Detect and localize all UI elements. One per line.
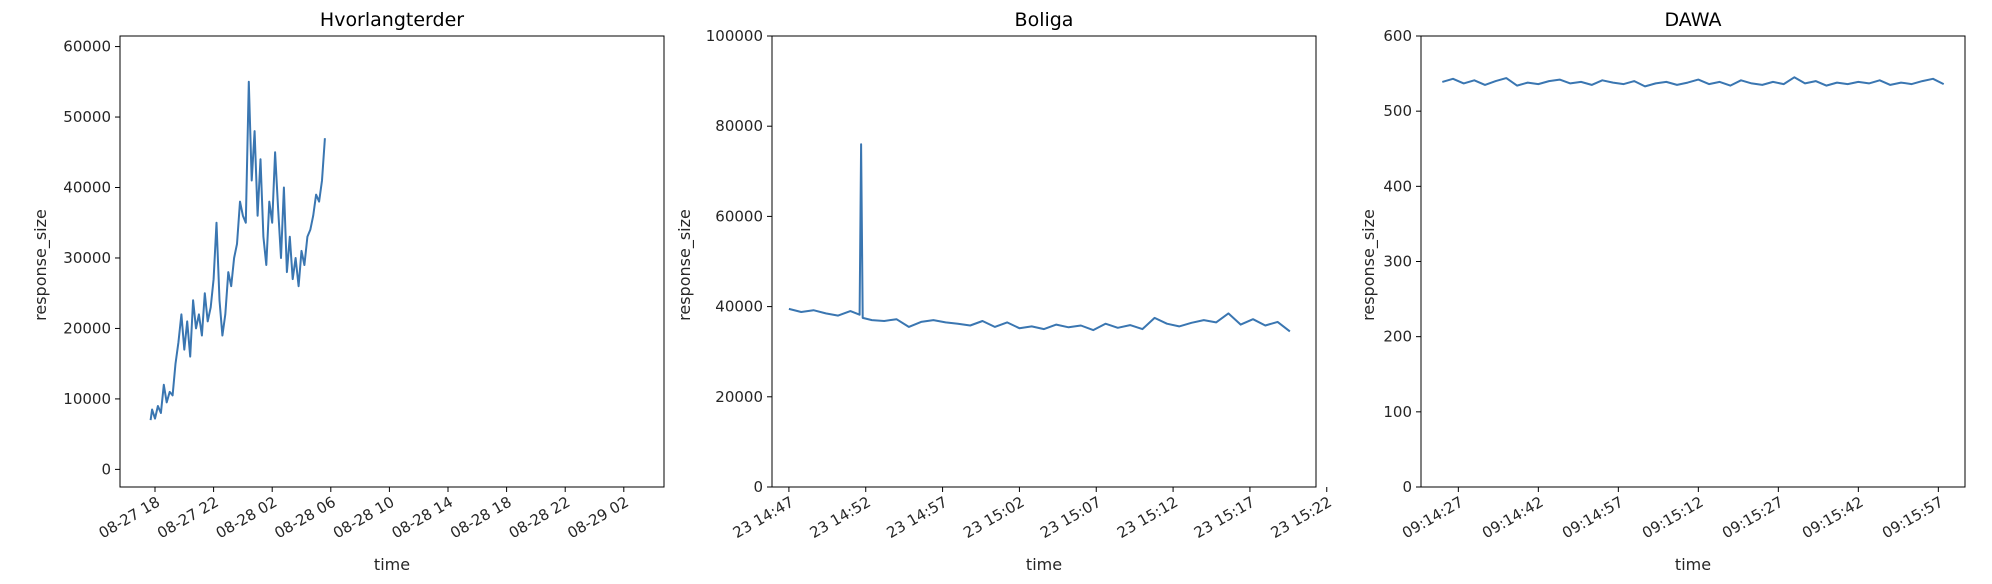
x-tick-label: 23 14:52 [807, 493, 874, 542]
x-tick-label: 09:14:57 [1559, 493, 1626, 542]
x-axis-label: time [374, 555, 410, 574]
chart-title: Hvorlangterder [320, 9, 464, 31]
y-tick-label: 500 [1383, 102, 1412, 120]
y-tick-label: 60000 [715, 207, 763, 225]
x-axis-label: time [1026, 555, 1062, 574]
x-tick-label: 08-27 18 [96, 493, 163, 542]
y-tick-label: 400 [1383, 177, 1412, 195]
y-tick-label: 20000 [63, 319, 111, 337]
y-tick-label: 0 [101, 460, 111, 478]
axis-ticks: 0 100 200 300 400 500 600 09:14:27 09:14:42 09:14… [1383, 27, 1946, 542]
x-tick-label: 09:14:42 [1479, 493, 1546, 542]
y-tick-label: 0 [1402, 478, 1412, 496]
series-line [788, 143, 1291, 333]
series-lines [1442, 76, 1945, 88]
x-axis-label: time [1675, 555, 1711, 574]
x-tick-label: 23 15:12 [1114, 493, 1181, 542]
series-lines [149, 80, 326, 421]
x-tick-label: 23 15:02 [960, 493, 1027, 542]
y-tick-label: 40000 [715, 298, 763, 316]
y-tick-label: 60000 [63, 38, 111, 56]
plot-frame [1420, 35, 1966, 488]
chart-dawa: DAWA time response_size 0 100 200 300 400 500… [1359, 9, 1966, 574]
x-tick-label: 23 15:07 [1037, 493, 1104, 542]
y-tick-label: 80000 [715, 117, 763, 135]
y-tick-label: 100 [1383, 403, 1412, 421]
chart-hvorlangterder: Hvorlangterder time response_size 0 10000… [31, 9, 665, 574]
x-tick-label: 09:14:27 [1399, 493, 1466, 542]
series-lines [788, 143, 1291, 333]
y-tick-label: 20000 [715, 388, 763, 406]
x-tick-label: 23 14:57 [883, 493, 950, 542]
y-tick-label: 50000 [63, 108, 111, 126]
x-tick-label: 08-28 14 [389, 493, 456, 542]
x-tick-label: 23 14:47 [730, 493, 797, 542]
x-tick-label: 23 15:17 [1191, 493, 1258, 542]
chart-boliga: Boliga time response_size 0 20000 40000 600… [675, 9, 1335, 574]
plot-frame [119, 35, 665, 488]
y-tick-label: 30000 [63, 249, 111, 267]
series-line [1442, 76, 1945, 88]
y-axis-label: response_size [675, 209, 695, 321]
x-tick-label: 23 15:22 [1268, 493, 1335, 542]
series-line [149, 80, 326, 421]
x-tick-label: 09:15:12 [1639, 493, 1706, 542]
y-tick-label: 10000 [63, 390, 111, 408]
x-tick-label: 08-28 02 [213, 493, 280, 542]
x-tick-label: 08-29 02 [564, 493, 631, 542]
x-tick-label: 08-28 18 [447, 493, 514, 542]
y-tick-label: 40000 [63, 179, 111, 197]
chart-title: DAWA [1665, 9, 1722, 31]
x-tick-label: 09:15:42 [1799, 493, 1866, 542]
y-tick-label: 0 [753, 478, 763, 496]
x-tick-label: 09:15:57 [1879, 493, 1946, 542]
x-tick-label: 09:15:27 [1719, 493, 1786, 542]
x-tick-label: 08-28 06 [271, 493, 338, 542]
x-tick-label: 08-27 22 [154, 493, 221, 542]
y-axis-label: response_size [1359, 209, 1379, 321]
x-tick-label: 08-28 10 [330, 493, 397, 542]
chart-title: Boliga [1015, 9, 1074, 31]
y-tick-label: 200 [1383, 328, 1412, 346]
y-tick-label: 100000 [706, 27, 763, 45]
y-tick-label: 300 [1383, 253, 1412, 271]
x-tick-label: 08-28 22 [506, 493, 573, 542]
plot-frame [771, 35, 1317, 488]
y-axis-label: response_size [31, 209, 51, 321]
y-tick-label: 600 [1383, 27, 1412, 45]
